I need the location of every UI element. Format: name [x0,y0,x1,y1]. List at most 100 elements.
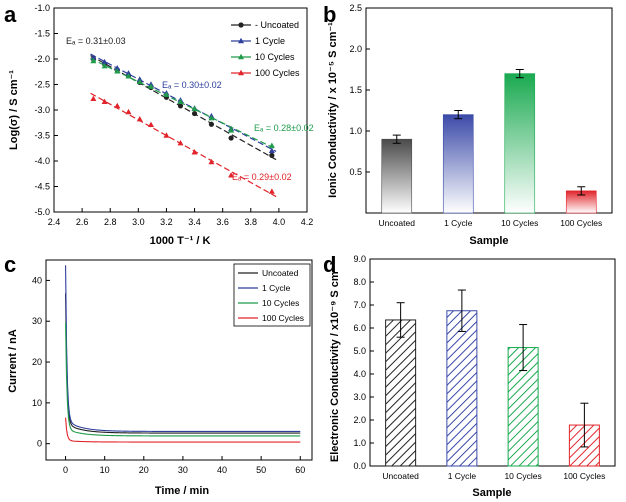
x-axis-label: Sample [469,235,508,247]
point-100-cycles [177,139,184,146]
x-tick-label: 3.4 [188,217,201,227]
y-tick-label: 1.0 [349,126,362,136]
y-axis-label: Ionic Conductivity / x 10⁻⁵ S cm⁻¹ [327,22,339,198]
x-tick-label: 60 [295,465,305,475]
panel-label-a: a [4,2,17,27]
panel-label-b: b [323,2,336,27]
legend-marker-1-cycle [238,37,244,44]
y-axis-label: Current / nA [7,329,19,393]
x-tick-label: 2.6 [76,217,89,227]
y-tick-label: -4.5 [34,182,50,192]
y-tick-label: -3.5 [34,131,50,141]
point-100-cycles [90,95,97,101]
y-tick-label: 3.0 [353,392,366,402]
point-10-cycles [191,105,198,112]
series-line-1-cycle [65,265,301,432]
y-tick-label: 5.0 [353,346,366,356]
bar-10-cycles [504,73,536,214]
panel-b-frame [365,7,613,214]
point-10-cycles [90,57,97,64]
annotation-ea-100-cycles: Eₐ = 0.29±0.02 [232,172,292,182]
x-tick-label-1-cycle: 1 Cycle [448,471,477,481]
point-10-cycles [136,78,143,85]
y-tick-label: 2.0 [353,415,366,425]
point-100-cycles [208,158,215,165]
bar-uncoated [381,138,413,214]
x-tick-label-uncoated: Uncoated [379,218,416,228]
x-axis-label: 1000 T⁻¹ / K [150,235,211,247]
point-100-cycles [114,102,121,109]
y-axis-label: Log(σ) / S cm⁻¹ [8,70,20,150]
y-tick-label: -3.0 [34,105,50,115]
point-100-cycles [136,115,143,122]
x-tick-label: 4.0 [273,217,286,227]
legend-label-100-cycles: 100 Cycles [255,68,300,78]
bar-uncoated [385,319,417,467]
y-tick-label: 2.5 [349,3,362,13]
y-axis-label: Electronic Conductivity / x10⁻⁹ S cm⁻¹ [329,262,341,463]
point-1-cycle [114,64,121,71]
point-uncoated [208,121,215,127]
legend-label-1-cycle: 1 Cycle [262,283,291,293]
legend-label-10-cycles: 10 Cycles [255,52,295,62]
point-100-cycles [163,132,170,138]
point-100-cycles [228,172,235,178]
point-10-cycles [177,98,184,105]
annotation-ea-uncoated: Eₐ = 0.31±0.03 [66,36,126,46]
x-tick-label: 50 [256,465,266,475]
x-tick-label: 2.8 [104,217,117,227]
x-axis-label: Time / min [155,485,209,497]
x-tick-label-uncoated: Uncoated [382,471,419,481]
point-100-cycles [147,121,154,127]
point-1-cycle [125,70,132,76]
panel-a-arrhenius-plot: 2.4 2.6 2.8 3.0 3.2 3.4 3.6 3.8 4.0 4.2 -1.0 -1.5 -2… [8,3,314,247]
series-line-10-cycles [65,322,301,437]
y-tick-label: -5.0 [34,207,50,217]
panel-c-frame [45,259,313,461]
x-tick-label: 3.0 [132,217,145,227]
y-tick-label: 9.0 [353,254,366,264]
x-tick-label: 10 [100,465,110,475]
panel-c-legend: Uncoated 1 Cycle 10 Cycles 100 Cycles [233,263,311,327]
x-tick-label: 0 [63,465,68,475]
point-uncoated [228,135,234,141]
x-tick-label: 3.6 [216,217,229,227]
point-100-cycles [125,108,132,115]
x-tick-label-10-cycles: 10 Cycles [504,471,541,481]
x-tick-label: 30 [178,465,188,475]
legend-box [233,263,311,327]
y-tick-label: 6.0 [353,323,366,333]
legend-marker-100-cycles [238,69,244,76]
point-10-cycles [125,73,132,79]
legend-label-1-cycle: 1 Cycle [255,36,285,46]
x-tick-label: 40 [217,465,227,475]
y-tick-label: 0 [37,439,42,449]
x-tick-label-100-cycles: 100 Cycles [560,218,602,228]
fit-line-1-cycle [90,53,277,152]
y-tick-label: 0.5 [349,167,362,177]
legend-label-uncoated: Uncoated [262,268,299,278]
x-tick-label: 2.4 [48,217,61,227]
point-10-cycles [147,83,154,89]
point-uncoated [177,103,184,109]
legend-label-100-cycles: 100 Cycles [262,313,304,323]
y-tick-label: -2.0 [34,54,50,64]
y-tick-label: 2.0 [349,44,362,54]
panel-label-c: c [4,252,16,277]
panel-c-current-decay-chart: 0 10 20 30 40 50 60 0 10 20 30 40 Uncoated 1 Cycle 10… [7,259,313,497]
panel-d-electronic-conductivity-chart: 0.0 1.0 2.0 3.0 4.0 5.0 6.0 7.0 8.0 9.0 Uncoated 1 … [329,254,616,499]
point-10-cycles [208,114,215,121]
point-100-cycles [101,98,108,105]
legend-label-uncoated: - Uncoated [255,20,299,30]
bar-1-cycle [442,114,474,214]
y-tick-label: 7.0 [353,300,366,310]
point-10-cycles [101,62,108,69]
point-1-cycle [268,147,275,153]
x-axis-label: Sample [472,487,511,499]
y-tick-label: 8.0 [353,277,366,287]
x-tick-label-1-cycle: 1 Cycle [444,218,473,228]
point-10-cycles [268,142,275,148]
point-10-cycles [163,91,170,97]
panel-d-frame [369,258,616,467]
